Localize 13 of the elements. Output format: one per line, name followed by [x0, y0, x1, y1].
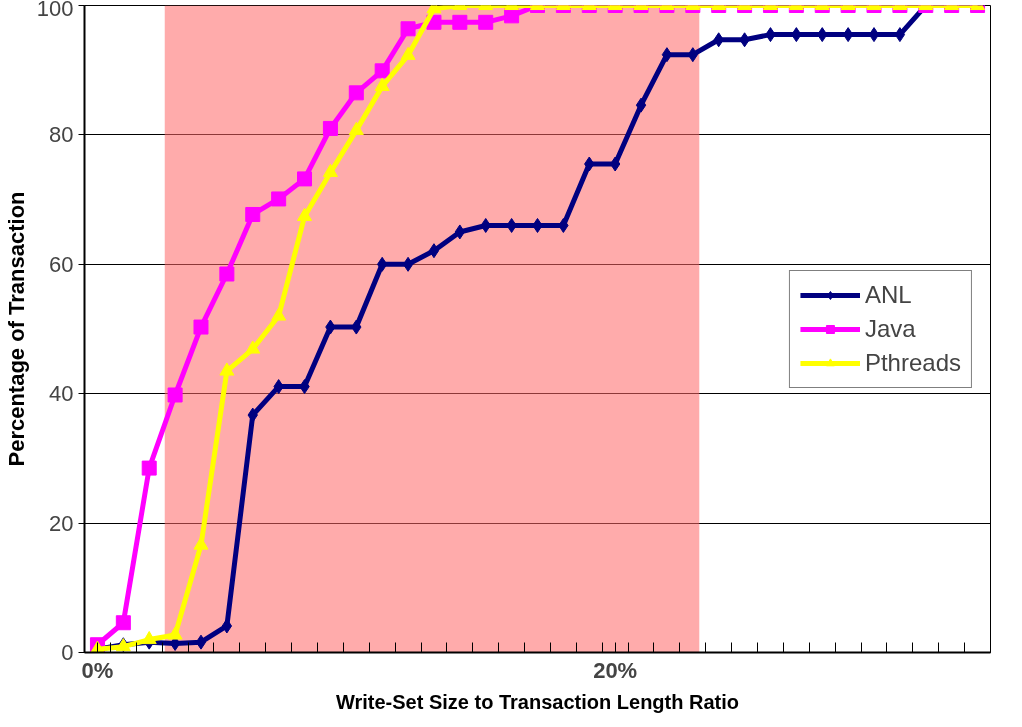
- y-tick-label: 0: [61, 640, 74, 665]
- y-tick-label: 80: [49, 122, 74, 148]
- y-tick-label: 100: [36, 0, 74, 21]
- x-tick-label: 0%: [81, 657, 114, 683]
- y-axis-title: Percentage of Transaction: [3, 191, 29, 467]
- legend-label: Java: [864, 314, 916, 343]
- x-axis-title: Write-Set Size to Transaction Length Ratio: [336, 690, 740, 713]
- x-tick-label: 20%: [593, 657, 638, 683]
- legend-label: Pthreads: [864, 348, 961, 377]
- y-tick-label: 60: [49, 251, 74, 277]
- legend-label: ANL: [864, 280, 912, 309]
- y-tick-label: 20: [49, 510, 74, 536]
- y-tick-label: 40: [49, 381, 74, 407]
